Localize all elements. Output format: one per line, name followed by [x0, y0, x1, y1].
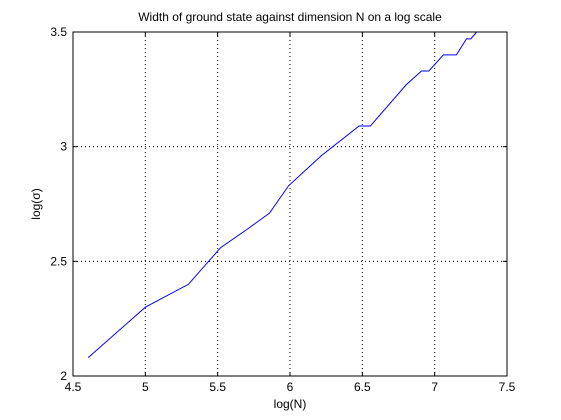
chart-title: Width of ground state against dimension … — [138, 10, 442, 24]
x-tick-label: 5.5 — [209, 380, 226, 394]
x-tick-label: 6 — [287, 380, 294, 394]
x-tick-label: 6.5 — [354, 380, 371, 394]
x-axis-label: log(N) — [274, 397, 307, 411]
axis-ticks: 4.5 5 5.5 6 6.5 7 7.5 2 2.5 3 3.5 — [50, 25, 515, 394]
x-tick-label: 5 — [142, 380, 149, 394]
series-layer — [87, 31, 478, 359]
y-tick-label: 3.5 — [50, 25, 67, 39]
x-tick-label: 4.5 — [65, 380, 82, 394]
y-tick-label: 2 — [60, 369, 67, 383]
y-axis-label: log(σ) — [29, 188, 43, 219]
series-line — [87, 31, 478, 359]
x-tick-label: 7 — [431, 380, 438, 394]
y-tick-label: 3 — [60, 140, 67, 154]
y-tick-label: 2.5 — [50, 254, 67, 268]
x-tick-label: 7.5 — [499, 380, 516, 394]
grid-lines — [73, 32, 507, 376]
